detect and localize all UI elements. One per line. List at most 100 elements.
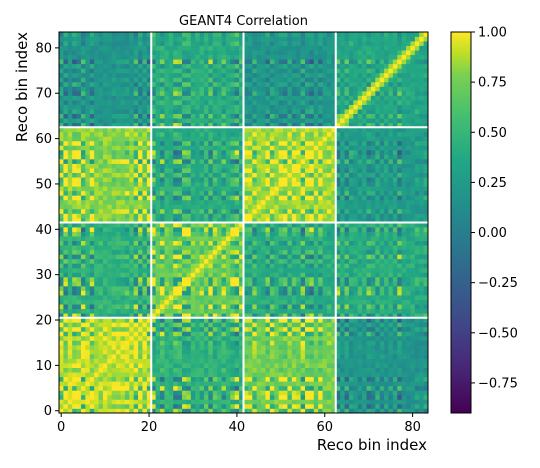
heatmap-cell (296, 145, 301, 151)
heatmap-cell (221, 317, 227, 323)
heatmap-cell (370, 213, 376, 219)
heatmap-cell (129, 308, 135, 314)
heatmap-cell (76, 381, 82, 387)
heatmap-cell (335, 149, 341, 155)
heatmap-cell (138, 322, 143, 328)
heatmap-cell (269, 208, 275, 214)
heatmap-cell (151, 317, 156, 323)
heatmap-cell (217, 308, 222, 314)
heatmap-cell (138, 159, 143, 164)
heatmap-cell (283, 149, 288, 155)
heatmap-cell (168, 190, 174, 196)
heatmap-cell (410, 222, 416, 228)
heatmap-cell (116, 335, 121, 341)
heatmap-cell (195, 344, 200, 350)
heatmap-cell (318, 249, 323, 255)
heatmap-cell (340, 249, 345, 255)
heatmap-cell (252, 344, 258, 350)
heatmap-cell (195, 290, 200, 296)
heatmap-cell (182, 181, 187, 187)
heatmap-cell (247, 358, 253, 364)
heatmap-cell (239, 272, 244, 278)
heatmap-cell (384, 326, 389, 332)
heatmap-cell (384, 344, 389, 350)
heatmap-cell (296, 195, 301, 201)
heatmap-cell (239, 326, 244, 332)
heatmap-cell (348, 340, 354, 346)
heatmap-cell (182, 149, 187, 155)
heatmap-cell (348, 367, 354, 373)
heatmap-cell (160, 263, 165, 269)
heatmap-cell (203, 376, 209, 382)
heatmap-cell (94, 281, 99, 287)
heatmap-cell (362, 349, 367, 355)
heatmap-cell (247, 267, 253, 273)
heatmap-cell (116, 149, 121, 155)
heatmap-cell (230, 140, 236, 146)
heatmap-cell (322, 195, 328, 201)
heatmap-cell (85, 140, 91, 146)
heatmap-cell (225, 181, 231, 187)
heatmap-cell (80, 231, 86, 237)
heatmap-cell (199, 231, 205, 237)
heatmap-cell (182, 354, 187, 359)
heatmap-cell (164, 181, 170, 187)
heatmap-cell (305, 354, 310, 359)
heatmap-cell (261, 227, 266, 232)
heatmap-cell (94, 308, 99, 314)
heatmap-cell (357, 267, 363, 273)
heatmap-cell (397, 154, 402, 160)
heatmap-cell (335, 326, 341, 332)
heatmap-cell (243, 331, 249, 337)
heatmap-cell (370, 286, 376, 291)
heatmap-cell (195, 231, 200, 237)
heatmap-cell (243, 245, 249, 251)
heatmap-cell (300, 245, 306, 251)
heatmap-cell (151, 390, 156, 396)
heatmap-cell (80, 145, 86, 151)
heatmap-cell (419, 154, 424, 160)
heatmap-cell (225, 204, 231, 210)
heatmap-cell (225, 222, 231, 228)
heatmap-cell (278, 231, 284, 237)
heatmap-cell (274, 349, 279, 355)
heatmap-cell (265, 326, 271, 332)
heatmap-cell (195, 304, 200, 310)
heatmap-cell (173, 227, 178, 232)
heatmap-cell (370, 227, 376, 232)
heatmap-cell (142, 145, 148, 151)
heatmap-cell (300, 199, 306, 205)
heatmap-cell (146, 186, 152, 192)
heatmap-cell (63, 159, 69, 164)
heatmap-cell (419, 159, 424, 164)
heatmap-cell (366, 149, 372, 155)
heatmap-cell (160, 295, 165, 300)
heatmap-cell (203, 381, 209, 387)
heatmap-cell (243, 308, 249, 314)
heatmap-cell (138, 149, 143, 155)
heatmap-cell (234, 317, 240, 323)
heatmap-cell (190, 181, 196, 187)
heatmap-cell (85, 335, 91, 341)
heatmap-cell (72, 372, 77, 378)
heatmap-cell (256, 186, 262, 192)
heatmap-cell (278, 222, 284, 228)
heatmap-cell (190, 149, 196, 155)
heatmap-cell (151, 249, 156, 255)
heatmap-cell (265, 267, 271, 273)
heatmap-cell (274, 159, 279, 164)
heatmap-cell (151, 331, 156, 337)
heatmap-cell (384, 272, 389, 278)
heatmap-cell (366, 372, 372, 378)
heatmap-cell (305, 186, 310, 192)
heatmap-cell (261, 340, 266, 346)
heatmap-cell (76, 227, 82, 232)
heatmap-cell (89, 204, 95, 210)
heatmap-cell (344, 172, 350, 178)
heatmap-cell (94, 177, 99, 183)
heatmap-cell (362, 245, 367, 251)
heatmap-cell (160, 177, 165, 183)
heatmap-cell (313, 154, 319, 160)
heatmap-cell (151, 199, 156, 205)
heatmap-cell (107, 335, 113, 341)
